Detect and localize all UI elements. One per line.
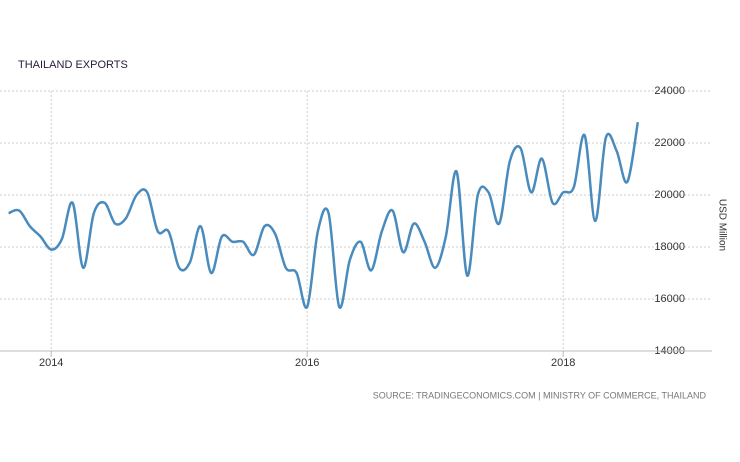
x-tick-label: 2016 [295,357,319,369]
y-axis-label: USD Million [716,199,727,251]
y-tick-label: 22000 [654,137,685,149]
chart-title: THAILAND EXPORTS [18,59,128,71]
source: SOURCE: TRADINGECONOMICS.COM | MINISTRY … [373,390,707,400]
x-tick-label: 2018 [551,357,575,369]
data-line [8,121,640,309]
y-tick-label: 18000 [654,241,685,253]
y-tick-label: 16000 [654,293,685,305]
x-tick-label: 2014 [39,357,63,369]
y-tick-label: 20000 [654,189,685,201]
y-tick-label: 24000 [654,85,685,97]
